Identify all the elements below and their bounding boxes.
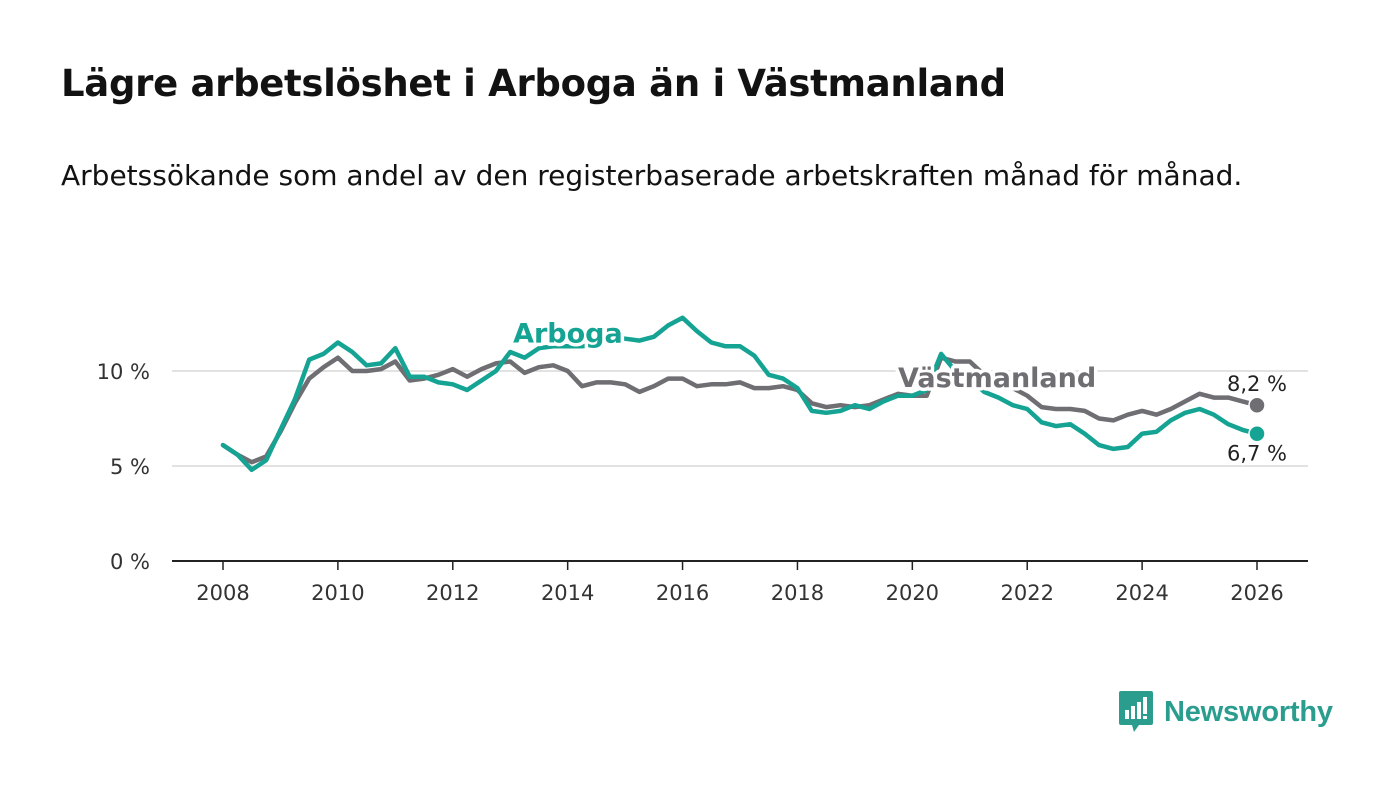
chart-title: Lägre arbetslöshet i Arboga än i Västman… xyxy=(61,62,1006,105)
x-tick-label: 2024 xyxy=(1115,581,1168,605)
x-tick-label: 2016 xyxy=(656,581,709,605)
x-tick-label: 2008 xyxy=(196,581,249,605)
chart-subtitle: Arbetssökande som andel av den registerb… xyxy=(61,159,1243,192)
x-tick-label: 2018 xyxy=(771,581,824,605)
x-tick-label: 2010 xyxy=(311,581,364,605)
series-label-arboga: Arboga xyxy=(513,319,623,350)
series-label-vastmanland: Västmanland xyxy=(898,363,1096,394)
y-tick-label: 0 % xyxy=(110,550,150,574)
end-value-label-arboga: 6,7 % xyxy=(1227,442,1287,466)
x-tick-label: 2022 xyxy=(1000,581,1053,605)
x-tick-label: 2012 xyxy=(426,581,479,605)
end-value-label-vastmanland: 8,2 % xyxy=(1227,372,1287,396)
x-tick-label: 2014 xyxy=(541,581,594,605)
newsworthy-brand[interactable]: Newsworthy xyxy=(1118,690,1333,734)
series-lines xyxy=(220,315,1260,473)
x-axis: 2008 2010 2012 2014 2016 2018 2020 2022 2024 2026 xyxy=(172,560,1308,605)
y-tick-label: 5 % xyxy=(110,455,150,479)
series-line-vastmanland xyxy=(220,355,1260,465)
x-tick-label: 2020 xyxy=(886,581,939,605)
end-point-vastmanland xyxy=(1248,396,1266,414)
newsworthy-logo-icon xyxy=(1119,691,1153,732)
brand-name: Newsworthy xyxy=(1164,695,1333,728)
x-tick-label: 2026 xyxy=(1230,581,1283,605)
series-labels: Västmanland Arboga 8,2 % 6,7 % xyxy=(510,315,1290,468)
gridlines: 0 % 5 % 10 % xyxy=(97,360,1308,574)
series-line-arboga xyxy=(220,315,1260,473)
y-tick-label: 10 % xyxy=(97,360,150,384)
end-point-arboga xyxy=(1248,424,1266,443)
